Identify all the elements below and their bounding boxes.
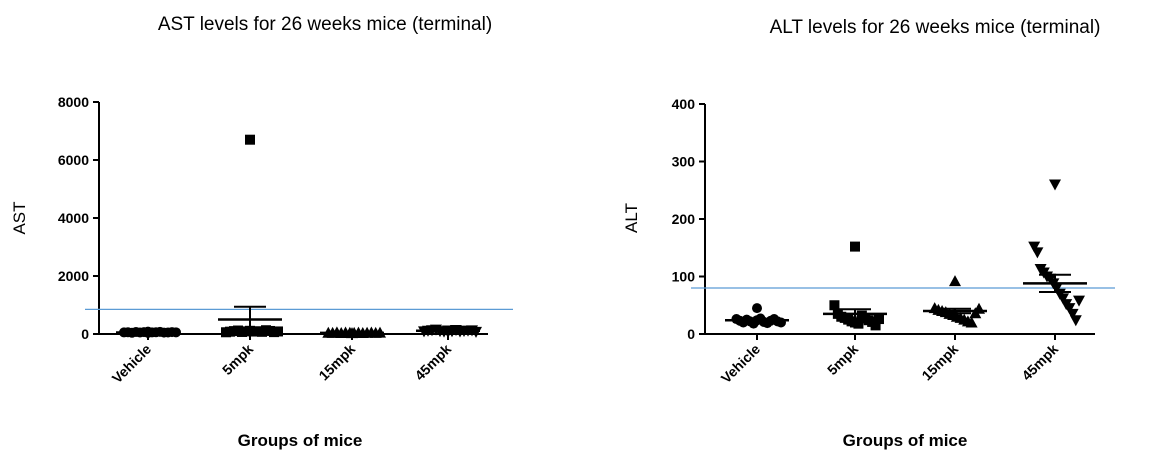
y-tick-label: 2000: [58, 268, 89, 284]
y-tick-label: 400: [672, 96, 696, 112]
y-tick-label: 0: [81, 326, 89, 342]
data-point: [1028, 241, 1041, 253]
x-tick-label: 15mpk: [918, 341, 961, 384]
data-point: [853, 318, 864, 329]
data-point: [1031, 247, 1044, 259]
data-point: [870, 320, 881, 331]
alt-chart: ALT levels for 26 weeks mice (terminal) …: [622, 17, 1115, 450]
y-tick-label: 6000: [58, 152, 89, 168]
y-tick-label: 300: [672, 154, 696, 170]
data-point: [949, 275, 961, 287]
data-point: [850, 241, 860, 252]
ast-chart: AST levels for 26 weeks mice (terminal) …: [10, 14, 513, 450]
x-tick-label: 45mpk: [411, 341, 454, 384]
x-axis-label: Groups of mice: [843, 431, 968, 450]
x-tick-label: Vehicle: [109, 341, 155, 387]
y-tick-label: 4000: [58, 210, 89, 226]
y-axis-label: ALT: [622, 203, 641, 233]
x-tick-label: Vehicle: [718, 341, 764, 387]
data-point: [829, 300, 840, 311]
data-point: [1066, 308, 1079, 320]
y-tick-label: 8000: [58, 94, 89, 110]
data-point: [273, 326, 283, 337]
data-point: [1063, 303, 1076, 315]
x-axis-label: Groups of mice: [238, 431, 363, 450]
y-axis-label: AST: [10, 201, 29, 234]
y-tick-label: 0: [687, 326, 695, 342]
chart-title: AST levels for 26 weeks mice (terminal): [158, 14, 492, 35]
data-point: [245, 134, 255, 145]
y-tick-label: 100: [672, 269, 696, 285]
data-point: [1049, 179, 1061, 191]
x-tick-label: 15mpk: [315, 341, 358, 384]
x-tick-label: 5mpk: [219, 341, 256, 378]
data-point: [1050, 283, 1063, 294]
data-point: [752, 303, 762, 314]
data-point: [1057, 293, 1069, 305]
data-point: [1069, 315, 1082, 327]
data-point: [965, 316, 978, 328]
chart-title: ALT levels for 26 weeks mice (terminal): [770, 17, 1101, 38]
y-tick-label: 200: [672, 211, 696, 227]
data-point: [874, 314, 884, 325]
x-tick-label: 45mpk: [1018, 341, 1061, 384]
data-point: [1073, 295, 1085, 307]
x-tick-label: 5mpk: [824, 341, 861, 378]
